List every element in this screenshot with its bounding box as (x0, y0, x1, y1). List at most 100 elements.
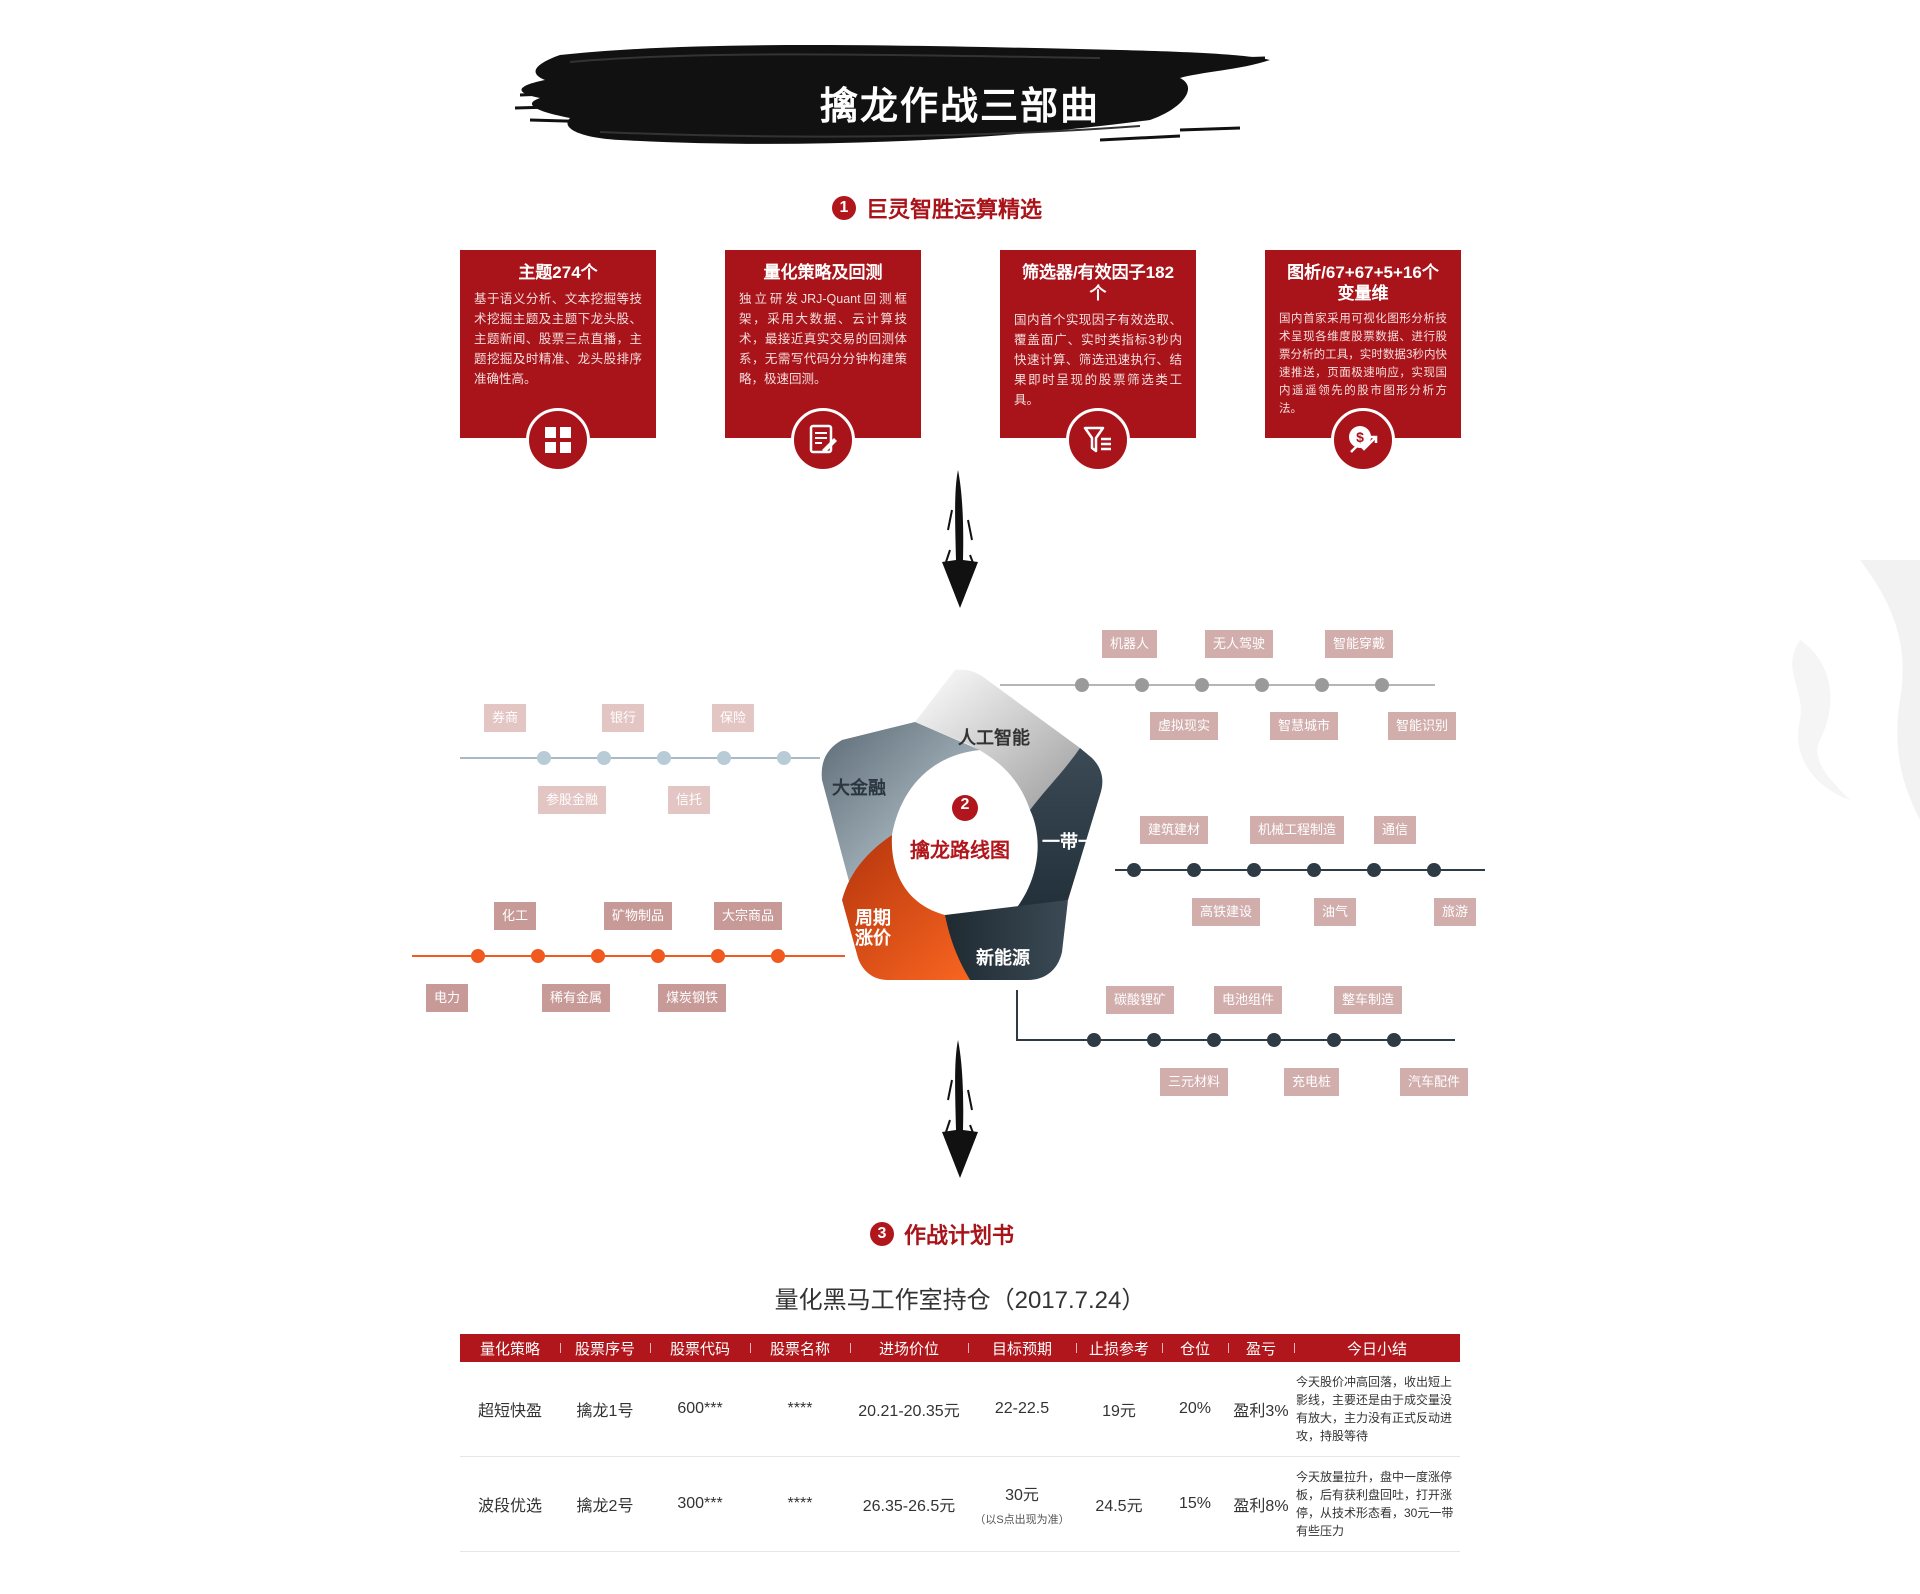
route-tag: 整车制造 (1334, 986, 1403, 1014)
segment-energy (945, 900, 1068, 980)
column-header: 目标预期 (968, 1334, 1076, 1362)
column-header: 进场价位 (850, 1334, 968, 1362)
feature-card-filter: 筛选器/有效因子182个 国内首个实现因子有效选取、覆盖面广、实时类指标3秒内快… (1000, 250, 1196, 472)
route-map-title: 擒龙路线图 (910, 840, 1010, 862)
route-tag: 机械工程制造 (1250, 816, 1345, 844)
route-tag: 智能穿戴 (1325, 630, 1394, 658)
route-tag: 煤炭钢铁 (658, 984, 727, 1012)
segment-label-cycle: 周期 涨价 (855, 908, 891, 948)
route-tag: 保险 (712, 704, 755, 732)
route-tag: 充电桩 (1284, 1068, 1340, 1096)
section-number: 3 (870, 1222, 894, 1246)
route-tag: 券商 (484, 704, 527, 732)
route-tag: 建筑建材 (1140, 816, 1209, 844)
route-tag: 智能识别 (1388, 712, 1457, 740)
route-tag: 银行 (602, 704, 645, 732)
document-edit-icon (791, 408, 855, 472)
cell-name: **** (750, 1362, 850, 1457)
section-header-3: 3 作战计划书 (870, 1218, 1014, 1250)
page-title: 擒龙作战三部曲 (819, 86, 1100, 128)
route-tag: 机器人 (1102, 630, 1158, 658)
route-tag: 虚拟现实 (1150, 712, 1219, 740)
table-row: 超短快盈 擒龙1号 600*** **** 20.21-20.35元 22-22… (460, 1362, 1460, 1457)
segment-label-finance: 大金融 (832, 778, 886, 798)
route-tag: 大宗商品 (714, 902, 783, 930)
feature-card-theme: 主题274个 基于语义分析、文本挖掘等技术挖掘主题及主题下龙头股、主题新闻、股票… (460, 250, 656, 472)
cell-summary: 今天放量拉升，盘中一度涨停板，后有获利盘回吐，打开涨停，从技术形态看，30元一带… (1294, 1456, 1460, 1552)
segment-ai (915, 669, 1080, 810)
cell-entry: 20.21-20.35元 (850, 1362, 968, 1457)
segment-belt (1015, 748, 1103, 910)
brush-stroke-banner (514, 45, 1270, 144)
route-tag: 三元材料 (1160, 1068, 1229, 1096)
cell-target: 30元 （以S点出现为准） (968, 1456, 1076, 1552)
card-title: 主题274个 (518, 263, 598, 282)
target-value: 30元 (1005, 1487, 1039, 1504)
section-number: 1 (832, 196, 856, 220)
table-row: 波段优选 擒龙2号 300*** **** 26.35-26.5元 30元 （以… (460, 1456, 1460, 1552)
column-header: 股票序号 (560, 1334, 650, 1362)
route-tag: 化工 (494, 902, 537, 930)
column-header: 股票代码 (650, 1334, 750, 1362)
route-tag: 旅游 (1434, 898, 1477, 926)
cell-stop: 19元 (1076, 1362, 1162, 1457)
cell-pnl: 盈利8% (1228, 1456, 1294, 1552)
dollar-growth-icon: $ (1331, 408, 1395, 472)
section-title: 作战计划书 (904, 1223, 1015, 1248)
cell-pnl: 盈利3% (1228, 1362, 1294, 1457)
cell-entry: 26.35-26.5元 (850, 1456, 968, 1552)
segment-label-ai: 人工智能 (958, 728, 1030, 748)
segment-label-cycle-line1: 周期 (855, 908, 891, 928)
segment-label-energy: 新能源 (976, 948, 1030, 968)
route-tag: 无人驾驶 (1205, 630, 1274, 658)
route-tag: 通信 (1374, 816, 1417, 844)
cell-strategy: 超短快盈 (460, 1362, 560, 1457)
column-header: 止损参考 (1076, 1334, 1162, 1362)
route-map-pentagon (821, 669, 1103, 980)
card-description: 国内首个实现因子有效选取、覆盖面广、实时类指标3秒内快速计算、筛选迅速执行、结果… (1014, 313, 1182, 407)
route-tag: 稀有金属 (542, 984, 611, 1012)
card-title: 筛选器/有效因子182个 (1021, 263, 1175, 303)
cell-position: 15% (1162, 1456, 1228, 1552)
route-tag: 矿物制品 (604, 902, 673, 930)
cell-target: 22-22.5 (968, 1362, 1076, 1457)
table-header-row: 量化策略 股票序号 股票代码 股票名称 进场价位 目标预期 止损参考 仓位 盈亏… (460, 1334, 1460, 1362)
brush-arrow-down-icon (942, 470, 978, 608)
cell-code: 600*** (650, 1362, 750, 1457)
brush-arrow-down-icon (942, 1040, 978, 1178)
segment-label-cycle-line2: 涨价 (855, 928, 891, 948)
route-tag: 参股金融 (538, 786, 607, 814)
card-description: 独立研发JRJ-Quant回测框架，采用大数据、云计算技术，最接近真实交易的回测… (739, 292, 907, 386)
filter-icon (1066, 408, 1130, 472)
cell-summary: 今天股价冲高回落，收出短上影线，主要还是由于成交量没有放大，主力没有正式反动进攻… (1294, 1362, 1460, 1457)
route-tag: 碳酸锂矿 (1106, 986, 1175, 1014)
segment-finance (821, 722, 980, 885)
section-number: 2 (960, 796, 970, 813)
cell-seq: 擒龙1号 (560, 1362, 650, 1457)
card-description: 国内首家采用可视化图形分析技术呈现各维度股票数据、进行股票分析的工具，实时数据3… (1279, 313, 1447, 415)
segment-label-belt: 一带一路 (1042, 832, 1114, 852)
target-note: （以S点出现为准） (974, 1514, 1070, 1526)
cell-code: 300*** (650, 1456, 750, 1552)
grid-icon (526, 408, 590, 472)
feature-card-quant: 量化策略及回测 独立研发JRJ-Quant回测框架，采用大数据、云计算技术，最接… (725, 250, 921, 472)
column-header: 盈亏 (1228, 1334, 1294, 1362)
route-tag: 信托 (668, 786, 711, 814)
section-header-1: 1 巨灵智胜运算精选 (832, 192, 1042, 224)
route-tag: 高铁建设 (1192, 898, 1261, 926)
feature-card-chart: 图析/67+67+5+16个变量维 国内首家采用可视化图形分析技术呈现各维度股票… (1265, 250, 1461, 472)
cell-stop: 24.5元 (1076, 1456, 1162, 1552)
card-title: 图析/67+67+5+16个变量维 (1287, 263, 1439, 303)
section-title: 巨灵智胜运算精选 (866, 197, 1043, 222)
column-header: 仓位 (1162, 1334, 1228, 1362)
svg-text:$: $ (1356, 429, 1364, 445)
column-header: 股票名称 (750, 1334, 850, 1362)
card-description: 基于语义分析、文本挖掘等技术挖掘主题及主题下龙头股、主题新闻、股票三点直播，主题… (474, 292, 642, 386)
route-tag: 油气 (1314, 898, 1357, 926)
card-title: 量化策略及回测 (763, 263, 883, 282)
route-tag: 电池组件 (1214, 986, 1283, 1014)
route-tag: 智慧城市 (1270, 712, 1339, 740)
route-tag: 汽车配件 (1400, 1068, 1469, 1096)
cell-strategy: 波段优选 (460, 1456, 560, 1552)
